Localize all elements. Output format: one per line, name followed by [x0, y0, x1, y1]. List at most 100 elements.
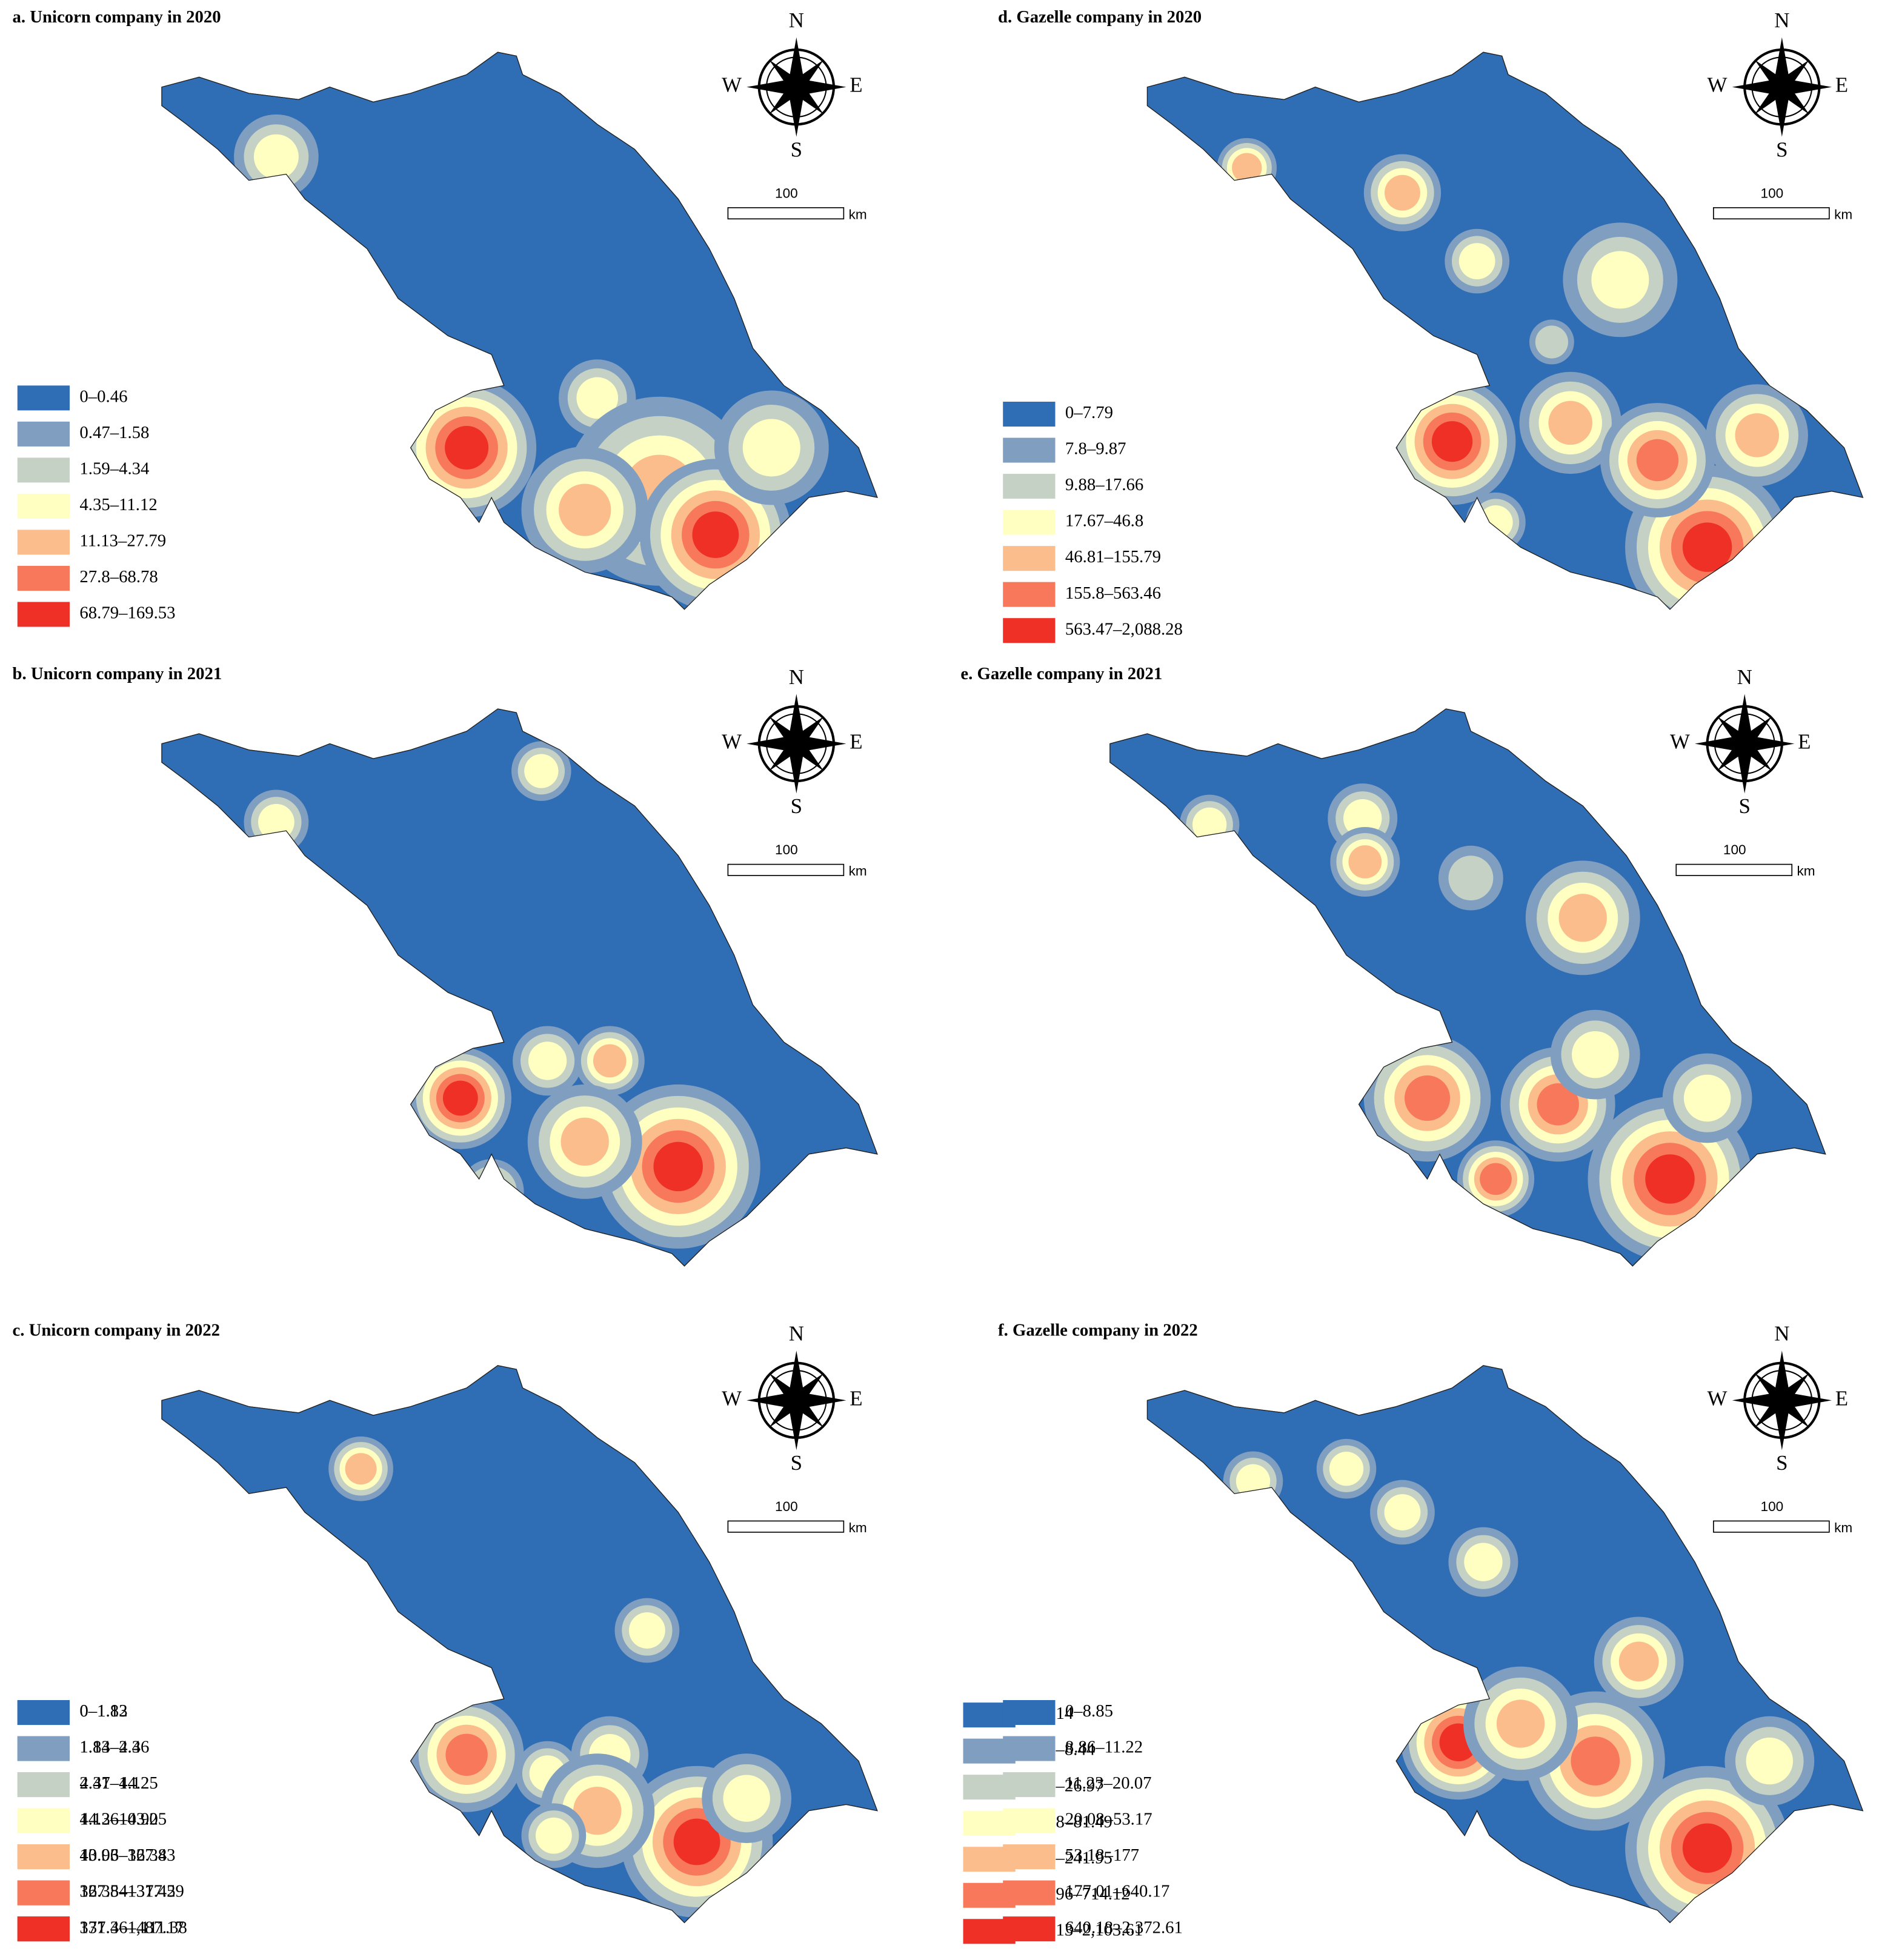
scale-unit: km	[1834, 1520, 1852, 1535]
compass-n: N	[1774, 8, 1789, 32]
compass-s: S	[1776, 138, 1788, 161]
compass-star	[1717, 716, 1772, 771]
density-hotspot	[1458, 243, 1495, 279]
density-hotspot	[1537, 1083, 1579, 1126]
legend-label: 177.01–640.17	[1065, 1882, 1169, 1901]
density-hotspot	[1746, 1737, 1794, 1785]
density-surface	[328, 1436, 792, 1918]
legend-label: 9.88–17.66	[1065, 475, 1143, 494]
density-hotspot	[442, 1080, 478, 1116]
scale-bar	[1713, 207, 1830, 220]
compass-s: S	[791, 794, 802, 818]
legend-label: 4.47–14.25	[79, 1773, 158, 1793]
density-hotspot	[1480, 1163, 1512, 1195]
density-hotspot	[1535, 325, 1568, 359]
density-hotspot	[1431, 421, 1473, 462]
legend-swatch	[17, 1844, 70, 1870]
legend-swatch	[17, 602, 70, 627]
compass-e: E	[1835, 73, 1848, 97]
scale-bar	[727, 207, 845, 220]
legend-label: 0–0.46	[79, 387, 127, 406]
density-hotspot	[253, 134, 299, 179]
density-hotspot	[1571, 1736, 1620, 1786]
legend-label: 14.26–43.05	[79, 1810, 167, 1829]
density-hotspot	[1496, 1699, 1545, 1748]
legend-label: 640.18–2,372.61	[1065, 1918, 1183, 1937]
compass-w: W	[1670, 730, 1690, 754]
legend-swatch	[17, 1808, 70, 1833]
density-hotspot	[1636, 439, 1679, 482]
legend-label: 53.18–177	[1065, 1845, 1139, 1865]
legend-swatch	[1003, 582, 1056, 607]
compass-n: N	[789, 8, 804, 32]
legend-swatch	[1003, 1844, 1056, 1870]
legend-label: 17.67–46.8	[1065, 511, 1143, 531]
density-hotspot	[345, 1453, 377, 1485]
scale-unit: km	[849, 1520, 867, 1535]
compass-s: S	[1776, 1451, 1788, 1475]
compass-star	[769, 1373, 824, 1428]
legend-swatch	[1003, 474, 1056, 499]
density-surface	[234, 114, 829, 610]
legend-label: 1.59–4.34	[79, 459, 149, 479]
legend-label: 11.23–20.07	[1065, 1773, 1152, 1793]
panel-title: a. Unicorn company in 2020	[13, 7, 221, 27]
density-hotspot	[1618, 1641, 1659, 1682]
density-hotspot	[653, 1141, 703, 1192]
compass-w: W	[722, 73, 742, 97]
map-panel: d. Gazelle company in 2020 N S W E 100 km 0–7.7…	[998, 7, 1864, 643]
density-hotspot	[723, 1775, 770, 1822]
density-hotspot	[1385, 174, 1420, 211]
legend-swatch	[1003, 1699, 1056, 1726]
compass-w: W	[722, 730, 742, 754]
density-hotspot	[1464, 1543, 1503, 1581]
map-panel: e. Gazelle company in 2021NSWE100km0–2.1…	[960, 664, 1826, 1944]
legend-swatch	[1003, 1880, 1056, 1905]
compass-e: E	[850, 73, 862, 97]
legend-label: 7.8–9.87	[1065, 439, 1126, 459]
legend-label: 11.13–27.79	[79, 531, 166, 551]
density-hotspot	[528, 1041, 567, 1080]
density-hotspot	[576, 377, 619, 419]
scale-bar	[1675, 863, 1793, 876]
scale-bar	[727, 1520, 845, 1533]
legend-swatch	[17, 530, 70, 555]
compass-star	[769, 59, 824, 115]
density-hotspot	[628, 1612, 665, 1649]
panel-title: f. Gazelle company in 2022	[998, 1321, 1198, 1340]
density-hotspot	[1384, 1494, 1421, 1530]
legend-swatch	[17, 385, 70, 411]
legend-label: 127.84–377.29	[79, 1882, 184, 1901]
density-hotspot	[1235, 1464, 1271, 1498]
compass-n: N	[1774, 1322, 1789, 1346]
map-panel: a. Unicorn company in 2020 N S W E 100 km 0–0.4…	[13, 7, 878, 627]
density-hotspot	[466, 1166, 517, 1217]
scale-value: 100	[775, 842, 798, 857]
legend-swatch	[17, 493, 70, 519]
density-hotspot	[445, 425, 489, 470]
legend-swatch	[17, 1772, 70, 1798]
density-hotspot	[573, 1786, 622, 1835]
legend-swatch	[1003, 618, 1056, 643]
legend-swatch	[1003, 510, 1056, 535]
scale-value: 100	[775, 185, 798, 201]
density-hotspot	[1548, 400, 1592, 445]
legend-label: 0.47–1.58	[79, 423, 149, 442]
legend-label: 0–8.85	[1065, 1701, 1113, 1721]
legend-swatch	[17, 1916, 70, 1942]
legend-label: 563.47–2,088.28	[1065, 619, 1183, 639]
compass-w: W	[722, 1386, 742, 1410]
scale-unit: km	[849, 863, 867, 879]
density-surface	[1179, 783, 1752, 1261]
density-hotspot	[1682, 522, 1732, 572]
compass-e: E	[1798, 730, 1811, 754]
density-hotspot	[1735, 413, 1780, 457]
legend-swatch	[1003, 1808, 1056, 1833]
compass-star	[1754, 59, 1809, 115]
compass-e: E	[850, 730, 862, 754]
legend-swatch	[1003, 402, 1056, 427]
legend-swatch	[1003, 437, 1056, 463]
density-hotspot	[1405, 1075, 1451, 1121]
legend-label: 68.79–169.53	[79, 603, 175, 623]
